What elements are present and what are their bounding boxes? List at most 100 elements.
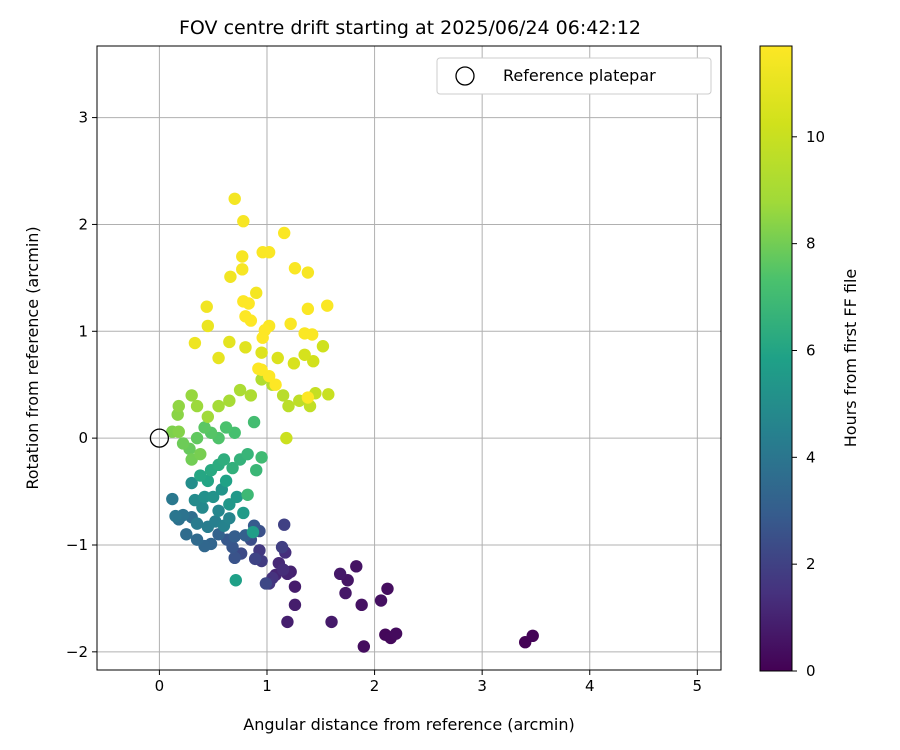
- data-point: [219, 474, 233, 488]
- data-point: [185, 476, 198, 490]
- data-point: [241, 488, 254, 501]
- data-point: [172, 425, 185, 438]
- legend-label: Reference platepar: [503, 66, 656, 85]
- legend: Reference platepar: [436, 57, 712, 95]
- data-point: [301, 302, 315, 316]
- data-point: [198, 490, 211, 504]
- legend-box: [436, 57, 712, 95]
- colorbar-tick-label: 0: [806, 662, 816, 680]
- data-point: [280, 431, 293, 445]
- data-point: [198, 421, 211, 434]
- chart-title: FOV centre drift starting at 2025/06/24 …: [179, 17, 641, 39]
- data-point: [236, 250, 249, 263]
- colorbar-ticks: 0 2 4 6 8 10: [792, 128, 825, 680]
- y-tick-label: −2: [66, 643, 88, 661]
- data-point: [239, 341, 252, 354]
- x-tick-label: 1: [262, 677, 272, 695]
- data-point: [206, 490, 220, 504]
- data-point: [301, 391, 315, 404]
- data-point: [236, 263, 249, 276]
- data-point: [223, 498, 236, 511]
- data-point: [233, 383, 247, 397]
- data-point: [389, 627, 403, 640]
- data-point: [185, 389, 198, 402]
- x-axis-ticks: 0 1 2 3 4 5: [155, 670, 702, 695]
- data-point: [381, 582, 394, 595]
- data-point: [190, 431, 204, 445]
- x-tick-label: 5: [693, 677, 703, 695]
- data-point: [256, 331, 269, 344]
- data-point: [322, 388, 335, 401]
- data-point: [287, 357, 301, 370]
- data-point: [325, 615, 338, 629]
- data-point: [247, 415, 261, 429]
- data-point: [188, 336, 202, 350]
- data-point: [217, 453, 231, 466]
- data-point: [219, 421, 233, 434]
- data-point: [228, 551, 241, 565]
- data-point: [321, 299, 334, 312]
- data-point: [226, 461, 239, 475]
- legend-reference-marker: [455, 66, 475, 86]
- x-tick-label: 0: [155, 677, 165, 695]
- colorbar-label: Hours from first FF file: [841, 269, 860, 448]
- data-point: [190, 517, 204, 530]
- data-point: [212, 504, 225, 517]
- data-point: [212, 399, 225, 413]
- data-point: [278, 226, 291, 240]
- data-point: [194, 469, 207, 482]
- x-tick-label: 2: [370, 677, 380, 695]
- y-tick-label: 0: [78, 429, 88, 447]
- data-point: [278, 518, 291, 531]
- colorbar-gradient: [759, 45, 793, 672]
- data-point: [200, 300, 213, 313]
- x-tick-label: 3: [477, 677, 487, 695]
- data-point: [259, 577, 273, 590]
- data-point: [284, 317, 297, 331]
- data-point: [228, 192, 241, 205]
- data-point: [237, 215, 250, 228]
- data-point: [188, 493, 202, 507]
- colorbar-tick-label: 4: [806, 448, 816, 466]
- data-point: [190, 533, 204, 546]
- data-point: [256, 246, 269, 259]
- data-point: [355, 598, 368, 612]
- y-axis-label: Rotation from reference (arcmin): [23, 226, 42, 489]
- reference-platepar-marker: [149, 428, 170, 448]
- data-point: [242, 297, 255, 310]
- data-point: [212, 351, 225, 365]
- data-point: [239, 310, 252, 323]
- data-point: [223, 512, 236, 525]
- data-point: [255, 363, 268, 376]
- data-point: [301, 266, 315, 279]
- data-point: [176, 437, 190, 450]
- colorbar-tick-label: 6: [806, 341, 816, 359]
- data-point: [180, 528, 193, 541]
- data-point: [250, 286, 263, 300]
- data-point: [305, 328, 319, 341]
- data-point: [281, 615, 294, 629]
- data-point: [241, 447, 254, 461]
- data-point: [228, 530, 241, 543]
- data-point: [526, 629, 539, 643]
- data-point: [255, 451, 268, 464]
- data-point: [169, 509, 182, 523]
- data-point: [250, 463, 263, 477]
- data-point: [271, 351, 284, 365]
- x-tick-label: 4: [585, 677, 595, 695]
- data-point: [276, 389, 290, 402]
- data-point: [298, 348, 311, 361]
- y-axis-ticks: −2 −1 0 1 2 3: [66, 109, 97, 661]
- reference-marker-group: [149, 428, 170, 448]
- grid-lines: [97, 46, 721, 670]
- data-point: [333, 567, 347, 581]
- data-point: [223, 394, 236, 407]
- data-point: [316, 340, 330, 353]
- data-point: [194, 447, 207, 461]
- data-point: [172, 399, 185, 413]
- data-point: [246, 525, 260, 539]
- colorbar-tick-label: 10: [806, 128, 825, 146]
- data-point: [224, 270, 237, 283]
- data-point: [166, 492, 179, 506]
